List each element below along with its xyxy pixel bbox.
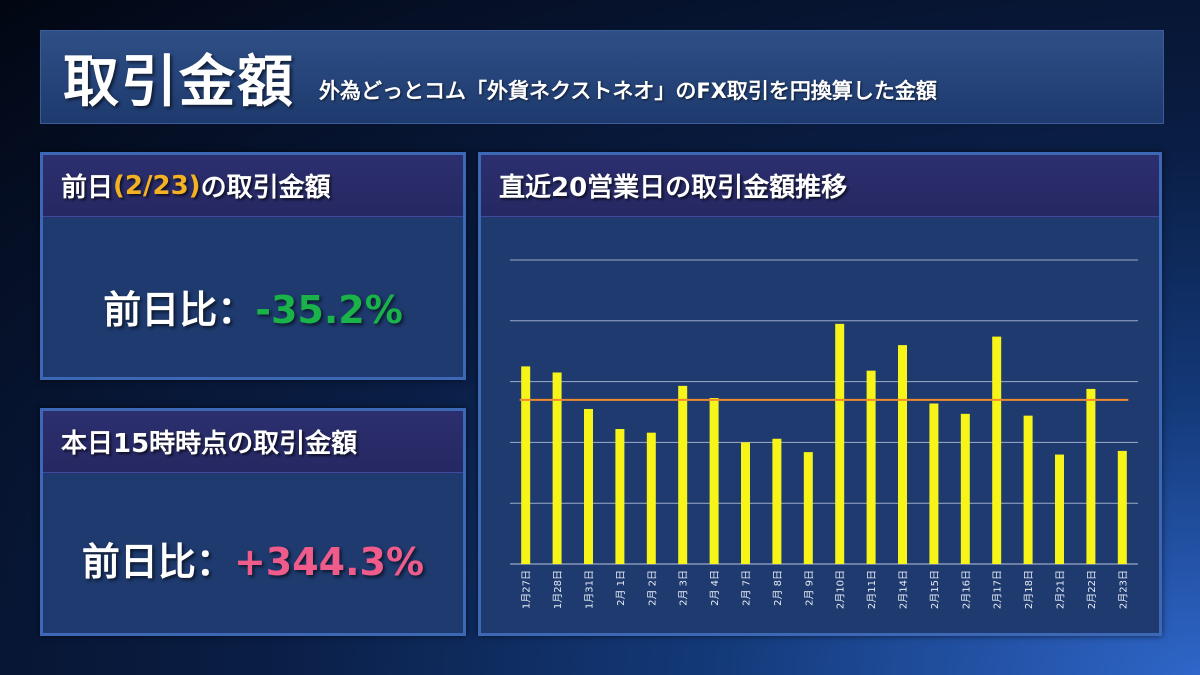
bar [992,336,1002,564]
chart-panel: 直近20営業日の取引金額推移 1月27日 1月28日 1月31日 2月 1日 2月 2日… [478,152,1162,636]
x-tick-label: 2月22日 [1086,570,1098,609]
prev-day-ratio-value: -35.2% [255,288,403,332]
bar [1055,454,1064,564]
x-tick-label: 2月 2日 [646,570,658,606]
x-tick-label: 1月27日 [521,570,533,609]
header-bar: 取引金額 外為どっとコム「外貨ネクストネオ」のFX取引を円換算した金額 [40,30,1164,124]
chart-panel-title: 直近20営業日の取引金額推移 [499,173,848,203]
bar [646,432,656,564]
x-tick-label: 2月21日 [1055,570,1067,609]
bar [552,372,562,564]
x-tick-label: 1月31日 [584,570,596,609]
bar [584,408,593,564]
today-panel: 本日15時時点の取引金額 前日比：+344.3% [40,408,466,636]
prev-day-panel: 前日 (2/23) の取引金額 前日比：-35.2% [40,152,466,380]
bar [960,413,970,564]
bar [615,429,625,564]
x-tick-label: 2月10日 [835,570,847,609]
bar [929,403,939,564]
bar [709,398,719,564]
prev-day-title-prefix: 前日 [61,173,114,203]
bar [1023,415,1033,564]
x-tick-label: 1月28日 [552,570,564,609]
prev-day-ratio: 前日比：-35.2% [43,279,463,334]
today-ratio-label: 前日比： [81,540,234,584]
today-ratio: 前日比：+344.3% [43,531,463,586]
x-tick-label: 2月14日 [898,570,910,609]
today-panel-title: 本日15時時点の取引金額 [61,429,358,459]
today-ratio-value: +344.3% [233,540,425,584]
bar [803,452,813,564]
prev-day-ratio-label: 前日比： [103,288,256,332]
bar [898,345,907,564]
x-tick-label: 2月23日 [1117,570,1129,609]
x-tick-label: 2月 3日 [678,570,690,606]
bar [772,438,782,564]
bar [521,366,531,564]
bar [741,442,750,564]
today-panel-header: 本日15時時点の取引金額 [43,411,463,473]
x-tick-label: 2月16日 [960,570,972,609]
bar [678,385,688,564]
x-tick-label: 2月11日 [866,570,878,609]
x-tick-label: 2月15日 [929,570,941,609]
bar [866,370,876,564]
x-tick-label: 2月 9日 [803,570,815,606]
x-tick-label: 2月 7日 [741,570,753,606]
x-tick-label: 2月 1日 [615,570,627,606]
page-subtitle: 外為どっとコム「外貨ネクストネオ」のFX取引を円換算した金額 [319,79,937,103]
x-tick-label: 2月 8日 [772,570,784,606]
chart-panel-header: 直近20営業日の取引金額推移 [481,155,1159,217]
x-tick-label: 2月 4日 [709,570,721,606]
x-tick-label: 2月17日 [992,570,1004,609]
bar [1117,450,1127,564]
prev-day-panel-header: 前日 (2/23) の取引金額 [43,155,463,217]
page-title: 取引金額 [63,49,295,115]
prev-day-title-date: (2/23) [113,170,201,201]
x-tick-label: 2月18日 [1023,570,1035,609]
bar [1086,388,1096,564]
bar [835,323,845,564]
bar-chart: 1月27日 1月28日 1月31日 2月 1日 2月 2日 2月 3日 2月 4日 2月 7日… [510,259,1138,609]
prev-day-title-suffix: の取引金額 [200,173,331,203]
